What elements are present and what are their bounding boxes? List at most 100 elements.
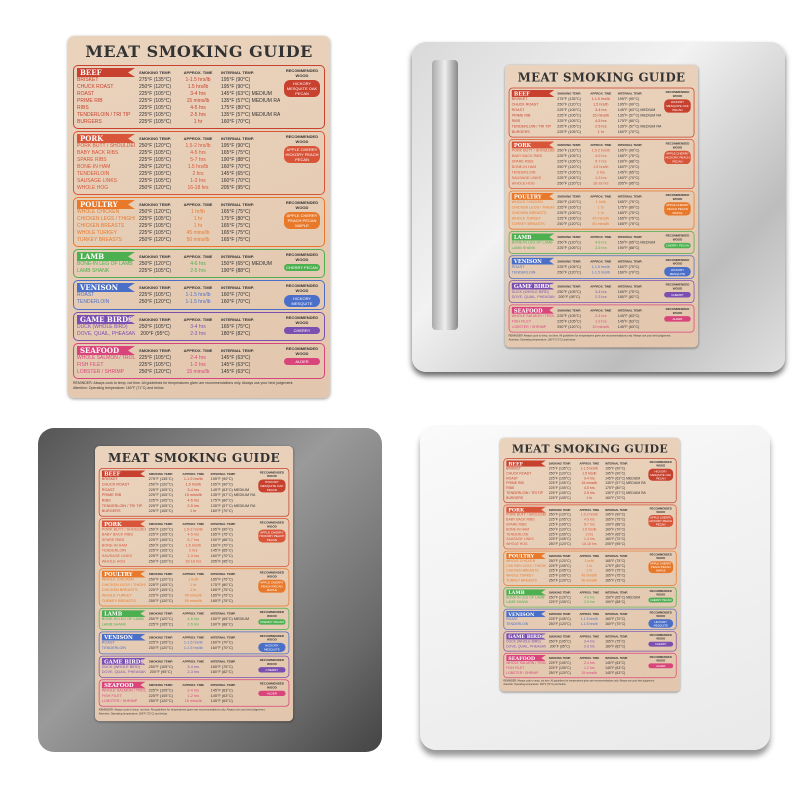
internal-temp: 160°F (70°C) [221,292,251,298]
smoking-temp: 225°F (105°C) [148,688,173,693]
column-header: INTERNAL TEMP. [617,143,643,147]
approx-time: 2-5 hrs [583,491,595,496]
column-header: SMOKING TEMP. [148,572,173,576]
column-header: SMOKING TEMP. [548,554,571,558]
cut: WHOLE CHICKEN [101,577,134,583]
cut: CHUCK ROAST [101,482,130,488]
approx-time: 15 mins/lb [186,369,210,375]
column-header: SMOKING TEMP. [557,143,581,147]
approx-time: 4-5 hrs [187,532,200,538]
cut: FISH FILET [77,362,104,368]
smoking-temp: 225°F (105°C) [548,661,571,666]
section-poultry: POULTRY SMOKING TEMP. APPROX. TIME INTERNAL… [503,550,677,586]
section-tag: POULTRY [506,552,547,560]
section-header: VENISON SMOKING TEMP. APPROX. TIME INTERNAL… [511,257,662,265]
column-header: APPROX. TIME [590,194,612,199]
approx-time: 3-4 hrs [595,289,607,295]
approx-time: 16-18 hrs [187,185,209,191]
column-header: RECOMMENDED WOOD [649,506,672,514]
internal-temp: 165°F (75°C) [605,559,626,564]
column-header: INTERNAL TEMP. [210,635,236,640]
recommended-wood: APPLE CHERRY PEACH PECAN MAPLE [258,579,286,593]
internal-temp: 195°F (90°C) [210,477,233,482]
cut: TENDERLOIN [506,532,529,537]
section-tag: BEEF [511,89,555,97]
approx-time: 4-5 hrs [190,150,206,156]
smoking-temp: 250°F (120°C) [548,622,571,627]
internal-temp: 190°F (88°C) [210,537,233,543]
table-row: CHICKEN LEGS / THIGHS 225°F (105°C) 1 hr 17… [77,216,280,223]
cut: CHICKEN LEGS / THIGHS [511,205,555,211]
smoking-temp: 250°F (120°C) [548,542,571,547]
recommended-wood: APPLE CHERRY PEACH PECAN MAPLE [664,202,691,216]
wood-column: RECOMMENDED WOOD CHERRY [648,633,674,649]
internal-temp: 135°F (57°C) MEDIUM RARE [221,112,280,118]
internal-temp: 175°F (80°C) [221,216,251,222]
cut: FISH FILET [101,693,122,699]
smoking-temp: 200°F (95°C) [140,331,170,337]
internal-temp: 150°F (65°C) MEDIUM [221,261,272,267]
cut: LAMB SHANK [77,268,110,274]
approx-time: 15 mins/lb [592,113,610,119]
guide-title: MEAT SMOKING GUIDE [511,442,669,456]
internal-temp: 175°F (80°C) [617,118,640,124]
section-tag: VENISON [506,610,547,618]
table-row: TENDERLOIN 225°F (105°C) 2 hrs 145°F (65°C) [77,171,280,178]
section-tag: LAMB [506,589,547,596]
wood-column: RECOMMENDED WOOD CHERRY [283,315,321,338]
smoking-temp: 250°F (120°C) [138,143,172,149]
approx-time: 16-18 hrs [593,181,609,186]
section-tag: GAME BIRDS [506,633,547,640]
column-header: SMOKING TEMP. [548,590,571,595]
table-row: TURKEY BREASTS 250°F (120°C) 50 mins/lb 165… [512,222,662,227]
section-table: POULTRY SMOKING TEMP. APPROX. TIME INTERNAL… [101,570,255,604]
smoking-temp: 225°F (105°C) [557,159,581,165]
approx-time: 1-2 hrs [190,362,206,368]
cut: LAMB SHANK [511,245,536,251]
smoking-temp: 225°F (105°C) [548,568,571,574]
smoking-temp: 225°F (105°C) [138,119,172,125]
table-row: ROAST 225°F (105°C) 3-4 hrs 145°F (63°C) ME… [506,477,645,482]
reminder-text: REMINDER: Always cook to temp, not time.… [98,708,266,712]
internal-temp: 135°F (57°C) MEDIUM RARE [605,491,646,496]
section-tag: SEAFOOD [77,346,135,355]
smoking-temp: 225°F (105°C) [557,107,581,113]
approx-time: 3-4 hrs [583,476,595,481]
column-header: SMOKING TEMP. [557,259,581,264]
column-header: APPROX. TIME [183,70,213,75]
section-beef: BEEF SMOKING TEMP. APPROX. TIME INTERNAL TE… [508,87,695,138]
column-header: APPROX. TIME [590,259,612,264]
section-header: BEEF SMOKING TEMP. APPROX. TIME INTERNAL TE… [77,68,280,77]
column-header: SMOKING TEMP. [139,136,171,141]
internal-temp: 190°F (88°C) [605,522,626,527]
internal-temp: 145°F (63°C) MEDIUM [210,487,250,493]
approx-time: 3-4 hrs [187,487,200,493]
smoking-temp: 225°F (105°C) [148,493,173,498]
recommended-wood: CHERRY PECAN [258,619,286,625]
section-header: LAMB SMOKING TEMP. APPROX. TIME INTERNAL TE… [101,610,255,617]
internal-temp: 135°F (57°C) MEDIUM RARE [210,493,256,498]
table-row: PORK BUTT / SHOULDER 250°F (120°C) 1.5-2 h… [77,143,280,150]
cut: BRISKET [506,466,521,471]
internal-temp: 165°F (75°C) [605,517,626,522]
section-lamb: LAMB SMOKING TEMP. APPROX. TIME INTERNAL TE… [508,231,695,254]
approx-time: 1 hr [193,119,203,125]
table-row: FISH FILET 225°F (105°C) 1-2 hrs 145°F (63°… [102,694,255,699]
internal-temp: 175°F (80°C) [210,582,233,588]
recommended-wood: APPLE CHERRY PEACH PECAN MAPLE [284,212,320,229]
section-table: SEAFOOD SMOKING TEMP. APPROX. TIME INTERNAL… [77,346,280,376]
table-row: DUCK (WHOLE BIRD) 250°F (105°C) 3-4 hrs 165… [512,290,662,295]
section-header: BEEF SMOKING TEMP. APPROX. TIME INTERNAL TE… [101,470,255,478]
column-header: INTERNAL TEMP. [605,634,628,639]
section-lamb: LAMB SMOKING TEMP. APPROX. TIME INTERNAL TE… [73,249,325,278]
table-row: DOVE, QUAIL, PHEASANT 200°F (95°C) 2-3 hrs… [77,331,280,338]
cut: PORK BUTT / SHOULDER [77,143,135,149]
smoking-temp: 225°F (105°C) [548,486,571,491]
internal-temp: 160°F (70°C) [617,270,640,275]
recommended-wood: CHERRY [664,291,691,298]
internal-temp: 145°F (63°C) [221,369,251,375]
section-pork: PORK SMOKING TEMP. APPROX. TIME INTERNAL TE… [98,518,290,567]
smoking-temp: 275°F (135°C) [557,96,581,102]
section-header: GAME BIRDS SMOKING TEMP. APPROX. TIME INTER… [101,658,255,665]
smoking-temp: 250°F (120°C) [138,299,172,305]
